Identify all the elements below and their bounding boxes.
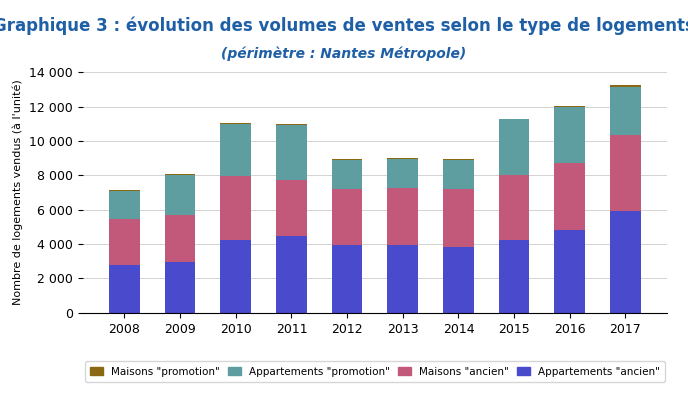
Bar: [555, 107, 585, 163]
Bar: [610, 211, 641, 313]
Bar: [332, 160, 363, 189]
Bar: [387, 159, 418, 188]
Bar: [443, 160, 474, 189]
Bar: [165, 215, 195, 262]
Bar: [443, 189, 474, 247]
Bar: [332, 189, 363, 245]
Bar: [220, 240, 251, 313]
Bar: [109, 190, 140, 191]
Bar: [387, 245, 418, 313]
Bar: [387, 188, 418, 245]
Bar: [165, 262, 195, 313]
Bar: [499, 175, 530, 240]
Text: Graphique 3 : évolution des volumes de ventes selon le type de logements: Graphique 3 : évolution des volumes de v…: [0, 16, 688, 34]
Bar: [499, 119, 530, 175]
Bar: [276, 125, 307, 180]
Bar: [443, 159, 474, 160]
Bar: [165, 174, 195, 175]
Bar: [610, 85, 641, 87]
Bar: [332, 245, 363, 313]
Bar: [443, 247, 474, 313]
Bar: [387, 158, 418, 159]
Text: (périmètre : Nantes Métropole): (périmètre : Nantes Métropole): [222, 46, 466, 61]
Bar: [276, 236, 307, 313]
Bar: [109, 191, 140, 219]
Bar: [610, 87, 641, 135]
Bar: [555, 163, 585, 230]
Bar: [332, 159, 363, 160]
Bar: [220, 176, 251, 240]
Bar: [109, 265, 140, 313]
Bar: [499, 240, 530, 313]
Bar: [109, 219, 140, 265]
Bar: [276, 180, 307, 236]
Bar: [165, 175, 195, 215]
Y-axis label: Nombre de logements vendus (à l'unité): Nombre de logements vendus (à l'unité): [13, 80, 23, 305]
Bar: [555, 230, 585, 313]
Legend: Maisons "promotion", Appartements "promotion", Maisons "ancien", Appartements "a: Maisons "promotion", Appartements "promo…: [85, 361, 665, 382]
Bar: [276, 124, 307, 125]
Bar: [610, 135, 641, 211]
Bar: [220, 124, 251, 176]
Bar: [220, 123, 251, 124]
Bar: [555, 106, 585, 107]
